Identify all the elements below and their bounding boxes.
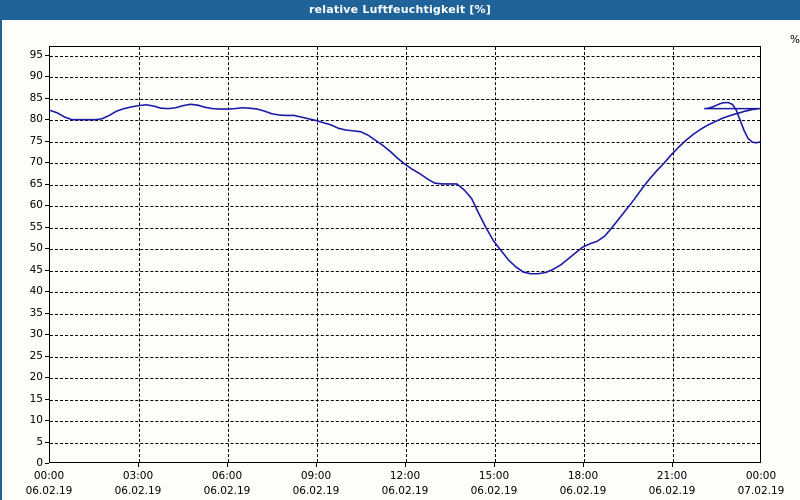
gridline-vertical [673,47,674,462]
x-axis-date-label: 06.02.19 [559,485,607,497]
gridline-horizontal [50,206,760,208]
y-axis-tick-label: 10 [29,414,43,426]
x-axis-tick-mark [405,463,406,467]
y-axis-tick-mark [45,162,49,164]
x-axis-time-label: 00:00 [33,470,65,482]
y-axis-tick-label: 25 [29,349,43,362]
plot-area [49,46,761,463]
gridline-horizontal [50,313,760,315]
y-axis-tick-mark [45,377,49,379]
y-axis-tick-mark [45,269,49,271]
gridline-horizontal [50,77,760,79]
y-axis-tick-label: 5 [36,435,43,448]
gridline-vertical [139,47,140,462]
gridline-horizontal [50,227,760,229]
x-axis-time-label: 12:00 [389,470,421,482]
gridline-horizontal [50,249,760,251]
gridline-horizontal [50,335,760,337]
x-axis-date-label: 06.02.19 [292,485,340,497]
y-axis-tick-mark [45,312,49,314]
y-axis-tick-mark [45,463,49,464]
x-axis-tick-mark [138,463,139,467]
gridline-horizontal [50,184,760,186]
y-axis-tick-mark [45,76,49,78]
y-axis-tick-mark [45,119,49,121]
y-axis-tick-mark [45,54,49,56]
y-axis-tick-mark [45,248,49,250]
y-axis-tick-mark [45,441,49,443]
gridline-vertical [317,47,318,462]
x-axis-time-label: 06:00 [211,470,243,482]
x-axis-date-label: 06.02.19 [470,485,518,497]
gridline-horizontal [50,55,760,57]
gridline-horizontal [50,141,760,143]
x-axis-date-label: 06.02.19 [114,485,162,497]
x-axis-time-label: 03:00 [122,470,154,482]
y-axis-tick-mark [45,183,49,185]
y-axis-tick-mark [45,420,49,421]
y-axis-tick-label: 90 [29,70,43,83]
chart-canvas: % 0 5 10 15 20 25 30 35 40 45 50 55 60 65 70 75 80 85 90 95… [2,20,800,500]
x-axis-tick-mark [494,463,495,467]
y-axis-tick-label: 70 [29,156,43,169]
gridline-horizontal [50,378,760,380]
x-axis-date-label: 06.02.19 [648,485,696,497]
y-axis-tick-label: 55 [29,220,43,233]
x-axis-tick-mark [672,463,673,467]
humidity-line-series [49,101,761,275]
y-axis-tick-label: 40 [29,285,43,298]
y-axis-tick-label: 35 [29,306,43,319]
y-axis-tick-label: 0 [36,457,43,469]
y-axis-unit-label: % [790,34,800,46]
y-axis-tick-label: 45 [29,263,43,276]
gridline-horizontal [50,270,760,272]
y-axis-tick-mark [45,97,49,99]
gridline-horizontal [50,442,760,444]
y-axis-tick-mark [45,226,49,228]
y-axis-tick-label: 75 [29,134,43,147]
y-axis-tick-label: 80 [29,113,43,126]
y-axis-tick-label: 20 [29,371,43,384]
y-axis-tick-mark [45,205,49,207]
y-axis-tick-label: 95 [29,48,43,61]
x-axis-time-label: 00:00 [745,470,777,482]
gridline-horizontal [50,120,760,122]
y-axis-tick-label: 15 [29,392,43,405]
y-axis-tick-label: 50 [29,242,43,255]
y-axis-tick-label: 60 [29,199,43,212]
window-title-bar: relative Luftfeuchtigkeit [%] [1,1,799,19]
gridline-horizontal [50,421,760,422]
x-axis-date-label: 06.02.19 [203,485,251,497]
x-axis-tick-mark [316,463,317,467]
gridline-horizontal [50,292,760,294]
humidity-polyline [49,101,761,275]
gridline-horizontal [50,399,760,401]
y-axis-tick-mark [45,140,49,142]
gridline-vertical [495,47,496,462]
y-axis-tick-mark [45,334,49,336]
x-axis-tick-mark [227,463,228,467]
x-axis-time-label: 09:00 [300,470,332,482]
y-axis-tick-label: 30 [29,328,43,341]
x-axis-date-label: 06.02.19 [25,485,73,497]
gridline-vertical [584,47,585,462]
y-axis-tick-mark [45,398,49,400]
y-axis-tick-label: 85 [29,91,43,104]
x-axis-date-label: 06.02.19 [381,485,429,497]
page-title: relative Luftfeuchtigkeit [%] [309,3,491,16]
x-axis-time-label: 21:00 [656,470,688,482]
gridline-horizontal [50,356,760,358]
gridline-vertical [406,47,407,462]
gridline-horizontal [50,98,760,100]
y-axis-tick-mark [45,291,49,293]
x-axis-tick-mark [583,463,584,467]
x-axis-time-label: 15:00 [478,470,510,482]
x-axis-time-label: 18:00 [567,470,599,482]
x-axis-date-label: 07.02.19 [737,485,785,497]
y-axis-tick-mark [45,355,49,357]
y-axis-tick-label: 65 [29,177,43,190]
gridline-vertical [228,47,229,462]
